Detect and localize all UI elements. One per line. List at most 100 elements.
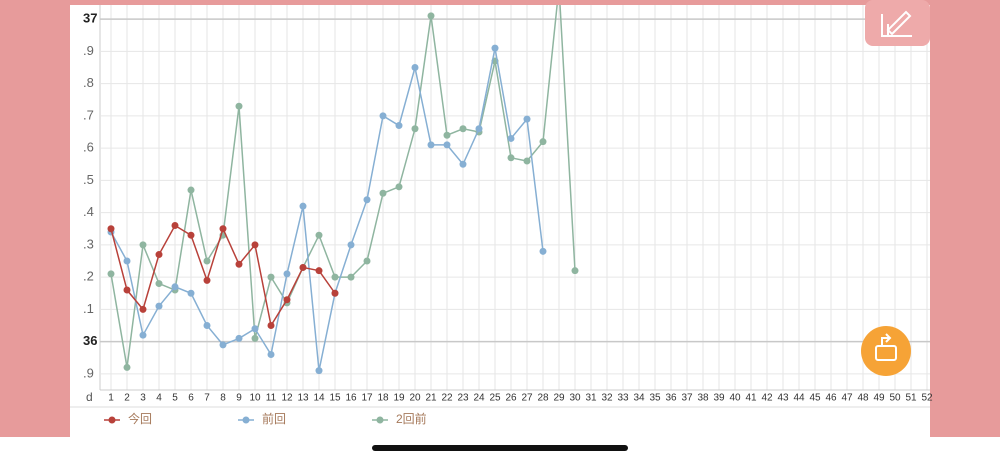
legend-dot [242,416,250,424]
y-tick-label: .5 [83,172,94,187]
home-indicator [372,445,628,451]
data-point [171,222,179,230]
x-tick-label: 23 [457,393,469,404]
data-point [491,44,499,52]
data-point [139,305,147,313]
data-point [187,289,195,297]
x-tick-label: 6 [188,393,194,404]
x-tick-label: 7 [204,393,210,404]
data-point [459,125,467,133]
data-point [235,260,243,268]
data-point [363,257,371,265]
data-point [283,296,291,304]
data-point [315,267,323,275]
x-tick-label: 39 [713,393,725,404]
x-tick-label: 43 [777,393,789,404]
data-point [251,334,259,342]
data-point [363,196,371,204]
data-point [539,138,547,146]
data-point [347,273,355,281]
data-point [443,131,451,139]
data-point [395,183,403,191]
data-point [411,64,419,71]
x-tick-label: 12 [281,393,293,404]
x-tick-label: 30 [569,393,581,404]
data-point [395,122,403,130]
x-tick-label: 22 [441,393,453,404]
data-point [123,257,131,265]
series-layer [107,5,579,375]
x-tick-label: 25 [489,393,501,404]
x-tick-label: 29 [553,393,565,404]
x-tick-label: 16 [345,393,357,404]
x-tick-label: 31 [585,393,597,404]
x-tick-label: 9 [236,393,242,404]
data-point [315,231,323,239]
y-tick-label: .9 [83,43,94,58]
data-point [155,280,163,288]
data-point [427,141,435,149]
x-tick-label: 13 [297,393,309,404]
share-button[interactable] [861,326,911,376]
legend-label: 2回前 [396,411,427,426]
x-tick-label: 49 [873,393,885,404]
y-tick-label: .6 [83,140,94,155]
x-tick-label: 4 [156,393,162,404]
data-point [203,322,211,329]
x-tick-label: 40 [729,393,741,404]
data-point [155,251,163,259]
data-point [251,241,259,249]
data-point [123,363,131,371]
data-point [267,322,275,329]
x-tick-label: 11 [266,393,277,404]
data-point [107,270,115,278]
data-point [427,12,435,20]
data-point [235,334,243,342]
x-tick-label: 35 [649,393,661,404]
data-point [251,325,259,333]
x-tick-label: 42 [761,393,773,404]
y-tick-label: 36 [83,333,97,348]
x-tick-label: 46 [825,393,837,404]
edit-button[interactable] [865,0,930,46]
data-point [571,267,579,275]
y-tick-label: .8 [83,75,94,90]
data-point [267,273,275,281]
x-tick-label: 34 [633,393,645,404]
x-tick-label: 50 [889,393,901,404]
x-tick-label: 26 [505,393,517,404]
x-tick-label: 37 [681,393,693,404]
x-tick-label: 44 [793,393,805,404]
data-point [411,125,419,133]
data-point [267,351,275,359]
data-point [107,225,115,233]
x-tick-label: 33 [617,393,629,404]
x-tick-label: 15 [329,393,341,404]
data-point [123,286,131,294]
chart-panel [70,5,930,437]
x-tick-label: 10 [249,393,261,404]
x-tick-label: 51 [905,393,917,404]
x-tick-label: 38 [697,393,709,404]
x-tick-label: 24 [473,393,485,404]
data-point [315,367,323,375]
x-tick-label: 5 [172,393,178,404]
data-point [459,160,467,168]
data-point [347,241,355,249]
data-point [187,231,195,239]
data-point [219,225,227,233]
x-tick-label: 8 [220,393,226,404]
data-point [235,102,243,110]
data-point [507,154,515,162]
data-point [379,189,387,197]
x-tick-label: 18 [377,393,389,404]
y-tick-label: .2 [83,269,94,284]
data-point [379,112,387,120]
data-point [331,273,339,281]
x-tick-label: 19 [393,393,405,404]
data-point [331,289,339,297]
x-tick-label: 47 [841,393,853,404]
data-point [203,276,211,284]
x-tick-label: 45 [809,393,821,404]
y-tick-label: .4 [83,204,94,219]
